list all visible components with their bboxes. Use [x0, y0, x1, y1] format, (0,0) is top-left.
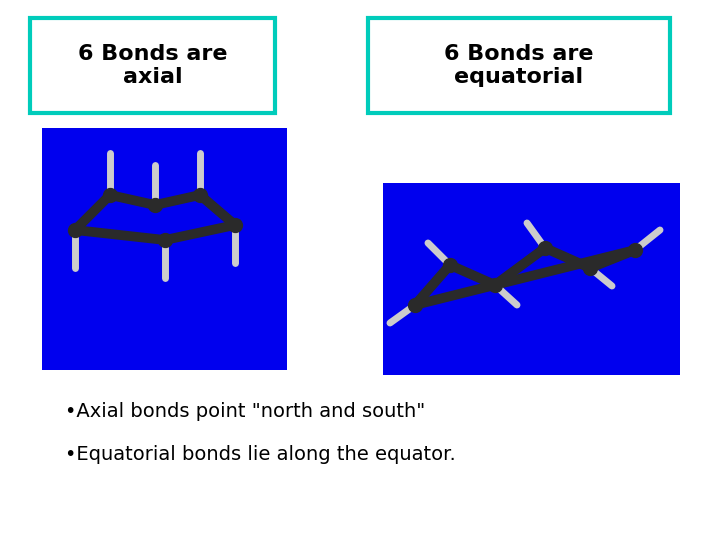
FancyBboxPatch shape	[368, 18, 670, 113]
FancyBboxPatch shape	[30, 18, 275, 113]
Text: 6 Bonds are
equatorial: 6 Bonds are equatorial	[444, 44, 594, 87]
Text: •Axial bonds point "north and south": •Axial bonds point "north and south"	[65, 402, 426, 421]
Bar	[42, 128, 287, 370]
Bar	[383, 183, 680, 375]
Text: •Equatorial bonds lie along the equator.: •Equatorial bonds lie along the equator.	[65, 445, 456, 464]
Text: 6 Bonds are
axial: 6 Bonds are axial	[78, 44, 228, 87]
